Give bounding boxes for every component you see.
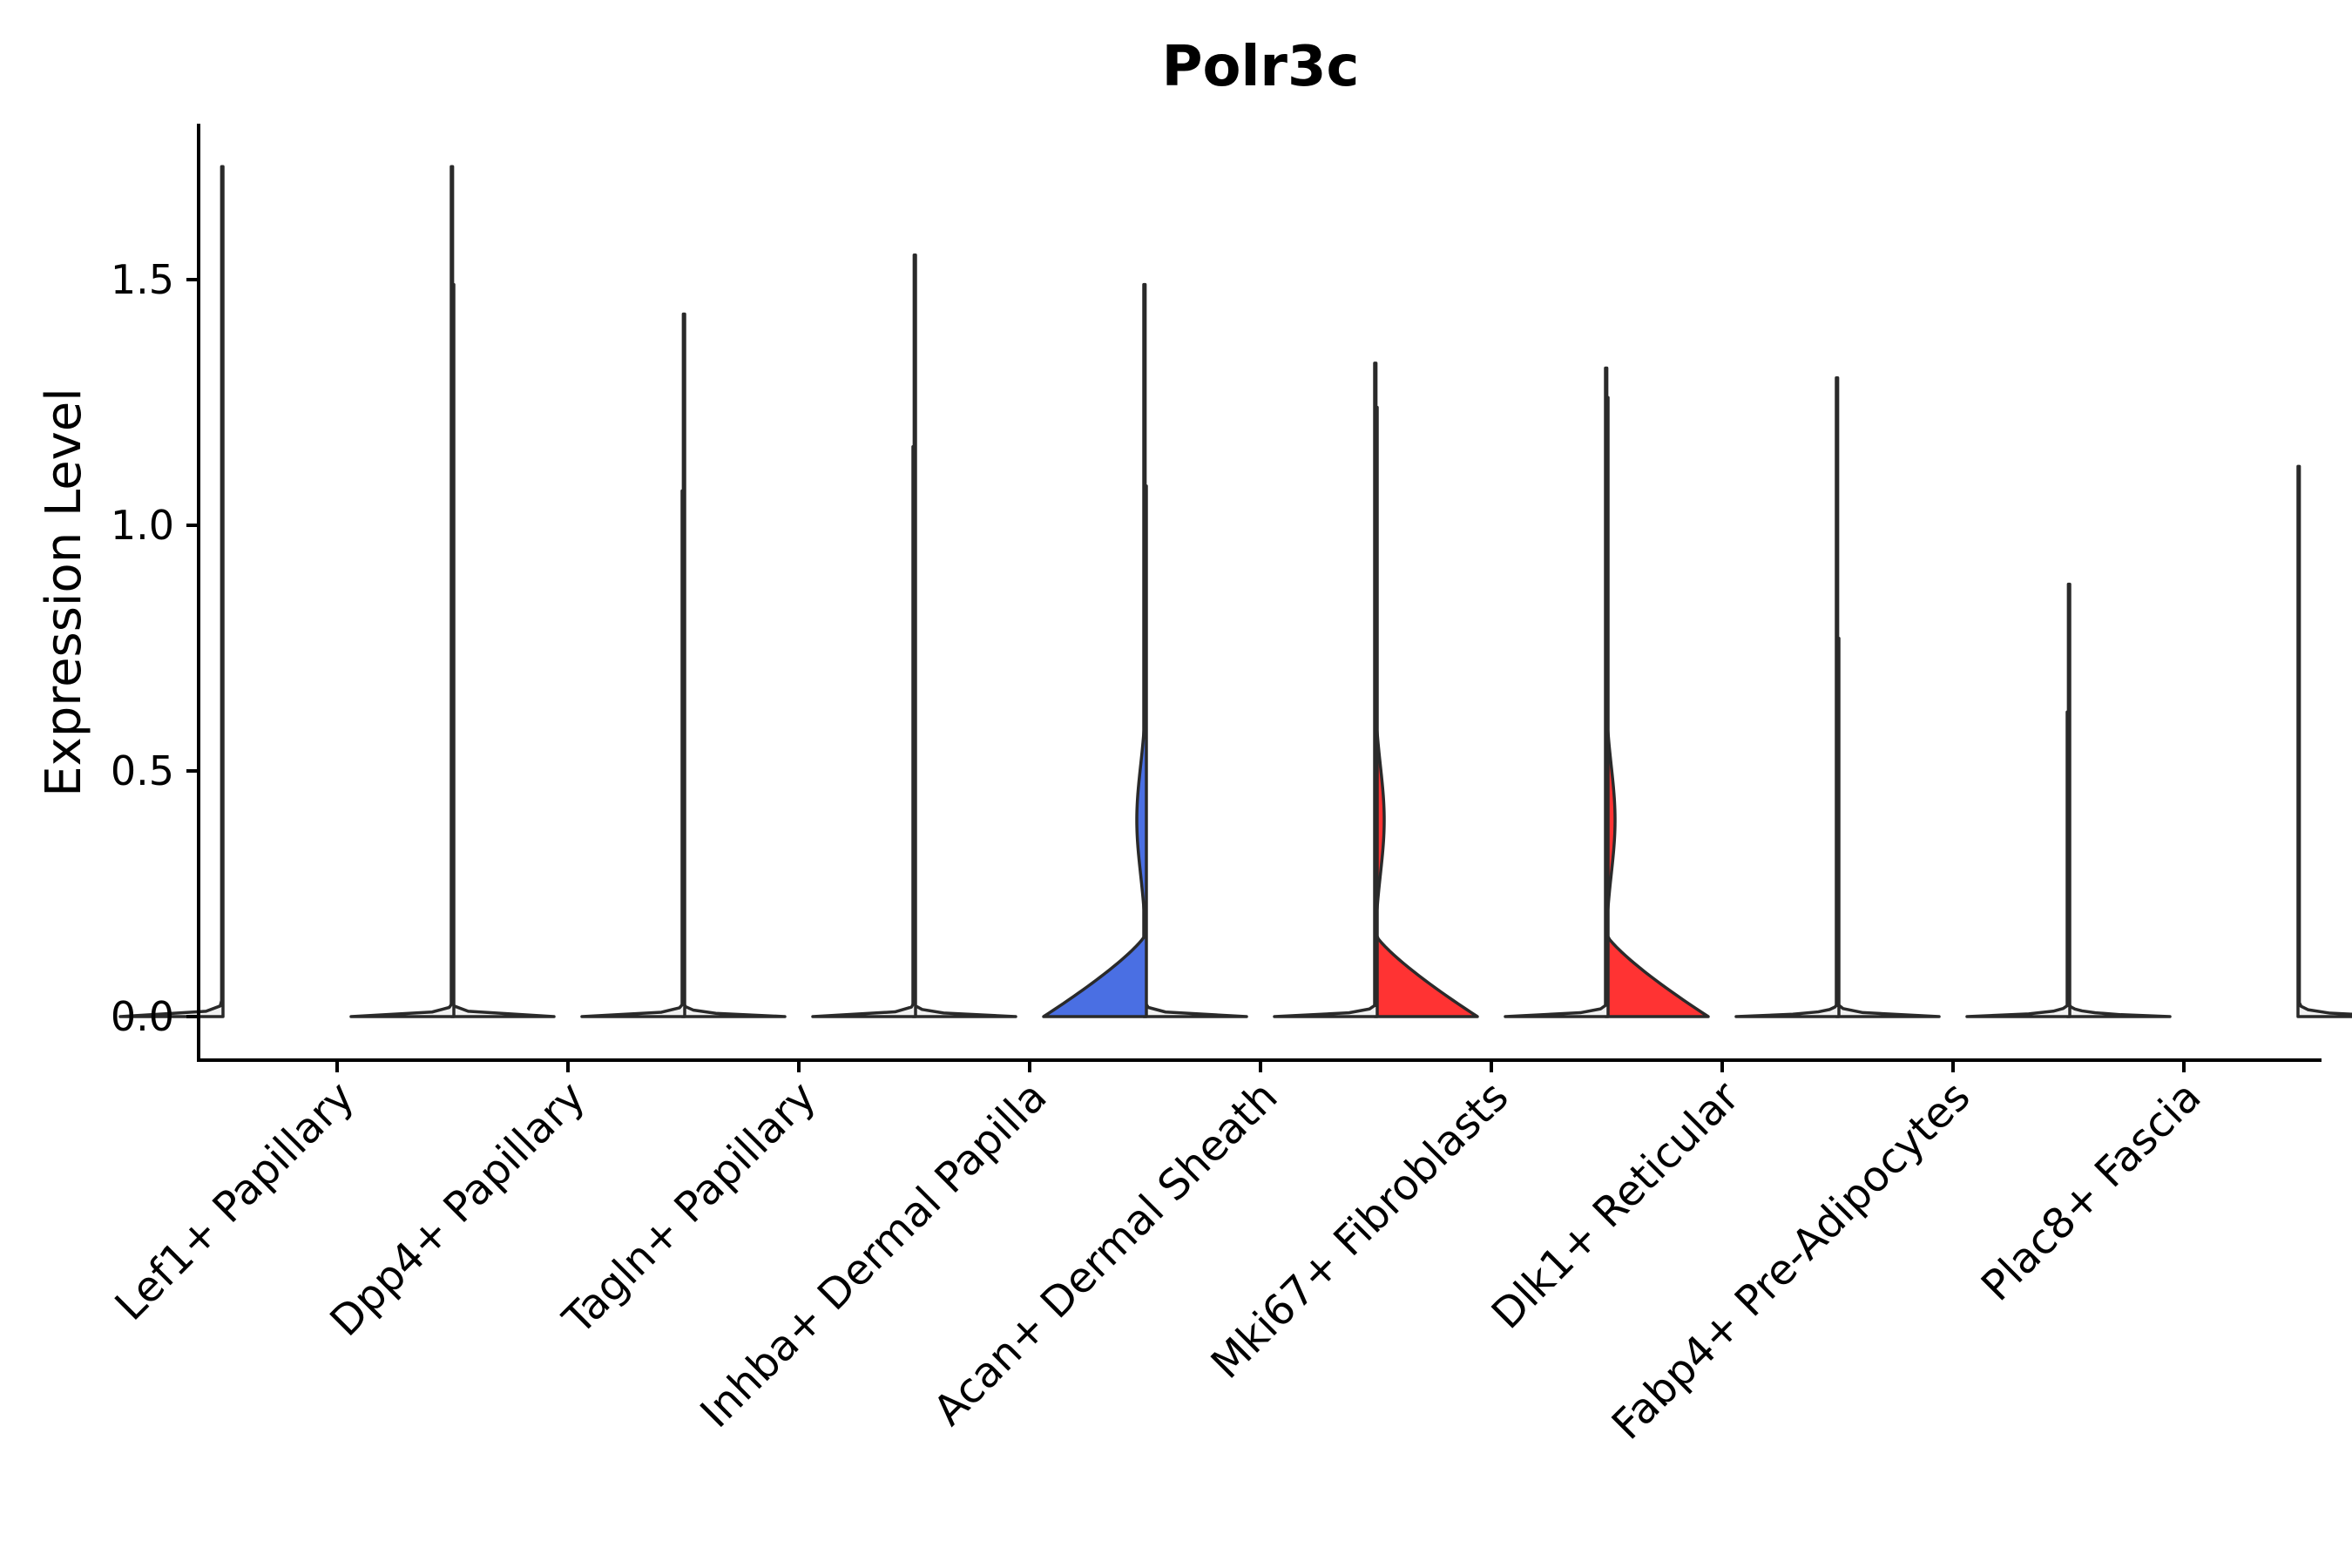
violin-left-6: [1273, 405, 1379, 1018]
violin-left-7: [1504, 395, 1610, 1018]
violin-right-2: [680, 489, 787, 1018]
violin-left-1: [118, 165, 225, 1018]
x-tick-label: Tagln+ Papillary: [553, 1072, 825, 1344]
y-tick-label: 1.5: [111, 256, 174, 303]
y-tick-label: 1.0: [111, 502, 174, 549]
x-tick-label: Dpp4+ Papillary: [321, 1072, 594, 1346]
x-tick-label: Dlk1+ Reticular: [1483, 1072, 1749, 1339]
violin-left-5: [1042, 484, 1148, 1018]
violin-right-6: [1604, 366, 1710, 1018]
y-tick-label: 0.0: [111, 993, 174, 1040]
y-ticks: 0.0 0.5 1.0 1.5: [111, 256, 199, 1040]
violin-right-5: [1373, 362, 1479, 1018]
violin-left-9: [1965, 582, 2072, 1018]
violin-right-7: [1835, 376, 1941, 1018]
violin-right-9: [2296, 464, 2352, 1018]
violin-right-3: [911, 445, 1017, 1018]
violin-right-4: [1142, 282, 1248, 1018]
x-tick-label: Plac8+ Fascia: [1972, 1072, 2211, 1311]
violin-left-8: [1734, 636, 1841, 1018]
violin-right-1: [449, 165, 556, 1018]
chart-title: Polr3c: [1162, 35, 1360, 99]
y-tick-label: 0.5: [111, 747, 174, 794]
violin-right-8: [2065, 710, 2172, 1018]
y-axis-label: Expression Level: [36, 388, 92, 797]
violin-left-4: [811, 253, 917, 1018]
violin-left-2: [349, 282, 456, 1018]
x-tick-label: Lef1+ Papillary: [106, 1072, 364, 1330]
violin-group: [118, 165, 2352, 1018]
violin-left-3: [580, 312, 686, 1018]
